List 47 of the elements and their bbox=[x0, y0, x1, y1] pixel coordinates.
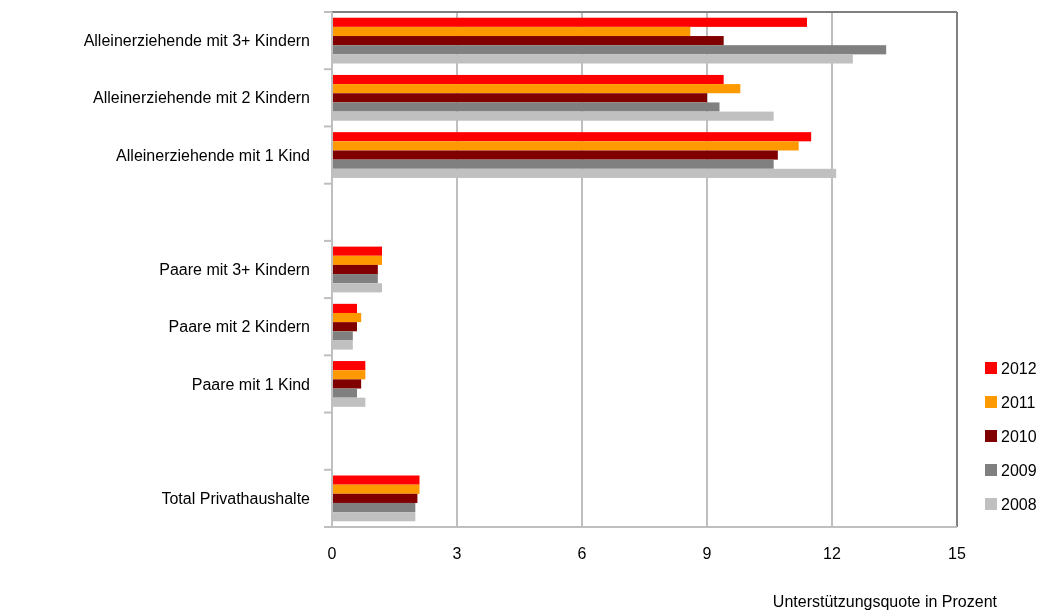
bar bbox=[332, 274, 378, 284]
bar bbox=[332, 331, 353, 341]
bar bbox=[332, 264, 378, 275]
bar bbox=[332, 370, 366, 380]
y-tick-label: Total Privathaushalte bbox=[161, 489, 311, 507]
bar bbox=[332, 361, 366, 371]
bar bbox=[332, 132, 812, 142]
x-axis-title: Unterstützungsquote in Prozent bbox=[772, 593, 998, 610]
x-tick-label: 3 bbox=[452, 545, 462, 562]
y-tick-label: Paare mit 3+ Kindern bbox=[159, 261, 310, 279]
bar bbox=[332, 303, 357, 313]
bar bbox=[332, 17, 807, 27]
y-tick-label: Alleinerziehende mit 2 Kindern bbox=[92, 89, 310, 107]
bar bbox=[332, 484, 420, 494]
bar bbox=[332, 74, 724, 85]
bar bbox=[332, 36, 724, 46]
bar bbox=[332, 84, 741, 94]
bar bbox=[332, 379, 362, 389]
bar bbox=[332, 45, 887, 55]
bar bbox=[332, 502, 416, 513]
bar bbox=[332, 255, 382, 265]
bar bbox=[332, 93, 707, 103]
legend-label: 2011 bbox=[1001, 393, 1036, 411]
bar bbox=[332, 475, 420, 485]
bar bbox=[332, 159, 774, 169]
y-tick-label: Alleinerziehende mit 1 Kind bbox=[116, 146, 310, 164]
bar bbox=[332, 141, 799, 151]
bar bbox=[332, 102, 720, 112]
y-tick-label: Paare mit 1 Kind bbox=[191, 375, 310, 393]
bar bbox=[332, 246, 382, 256]
x-tick-label: 0 bbox=[327, 545, 337, 562]
legend-label: 2012 bbox=[1001, 359, 1037, 377]
bar bbox=[332, 26, 691, 37]
legend-label: 2010 bbox=[1001, 427, 1037, 445]
y-tick-label: Alleinerziehende mit 3+ Kindern bbox=[83, 32, 310, 50]
x-tick-label: 15 bbox=[948, 545, 966, 562]
bar bbox=[332, 312, 362, 323]
y-tick-label: Paare mit 2 Kindern bbox=[168, 318, 310, 336]
legend-label: 2009 bbox=[1001, 461, 1037, 479]
x-tick-label: 9 bbox=[702, 545, 712, 562]
bar bbox=[332, 150, 778, 160]
legend-label: 2008 bbox=[1001, 495, 1037, 513]
bar bbox=[332, 493, 418, 503]
bar bbox=[332, 322, 357, 332]
x-tick-label: 12 bbox=[823, 545, 841, 562]
bar bbox=[332, 388, 357, 398]
x-tick-label: 6 bbox=[577, 545, 587, 562]
